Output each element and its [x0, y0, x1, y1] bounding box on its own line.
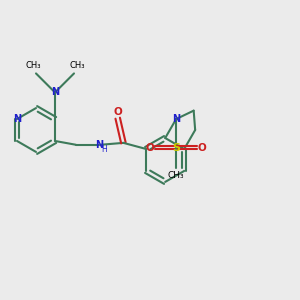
Text: S: S [172, 142, 180, 152]
Text: N: N [172, 114, 180, 124]
Text: O: O [198, 142, 206, 152]
Text: O: O [146, 142, 154, 152]
Text: N: N [51, 87, 59, 98]
Text: H: H [101, 145, 106, 154]
Text: CH₃: CH₃ [69, 61, 85, 70]
Text: CH₃: CH₃ [168, 171, 184, 180]
Text: N: N [94, 140, 103, 150]
Text: O: O [113, 107, 122, 117]
Text: CH₃: CH₃ [25, 61, 41, 70]
Text: N: N [13, 114, 21, 124]
